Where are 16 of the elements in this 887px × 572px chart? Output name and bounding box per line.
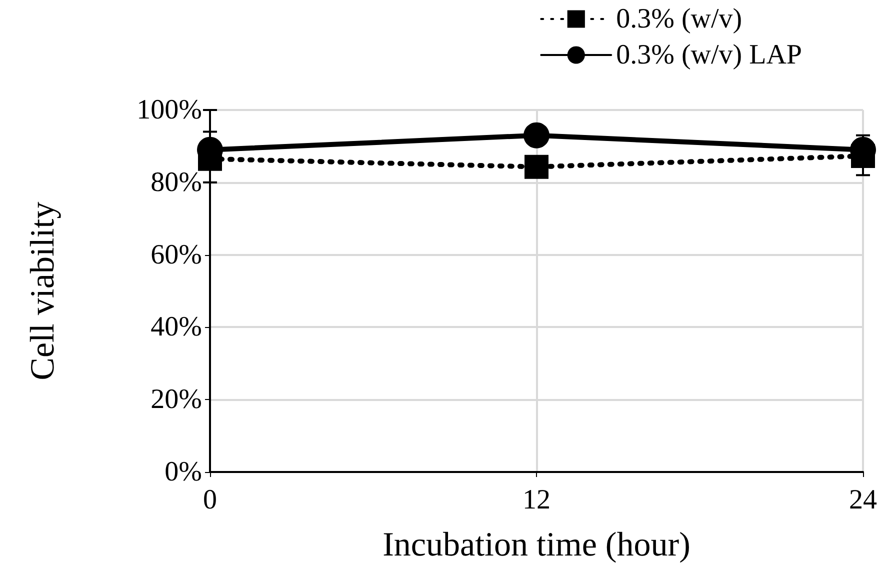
y-tick-label: 20% xyxy=(150,384,202,416)
y-tick-label: 80% xyxy=(150,166,202,198)
legend-label: 0.3% (w/v) LAP xyxy=(616,40,802,70)
point xyxy=(524,154,548,179)
x-tick-label: 24 xyxy=(849,484,877,516)
point xyxy=(851,144,875,168)
y-tick-label: 0% xyxy=(164,456,202,488)
legend-label: 0.3% (w/v) xyxy=(616,4,742,34)
y-tick-label: 40% xyxy=(150,312,202,343)
y-tick-label: 60% xyxy=(150,239,202,270)
y-tick-label: 100% xyxy=(136,94,202,126)
point xyxy=(524,122,550,148)
y-axis-title: Cell viability xyxy=(24,202,62,380)
x-tick-label: 12 xyxy=(522,484,550,516)
x-axis-title: Incubation time (hour) xyxy=(382,526,690,564)
x-tick-label: 0 xyxy=(203,484,217,516)
